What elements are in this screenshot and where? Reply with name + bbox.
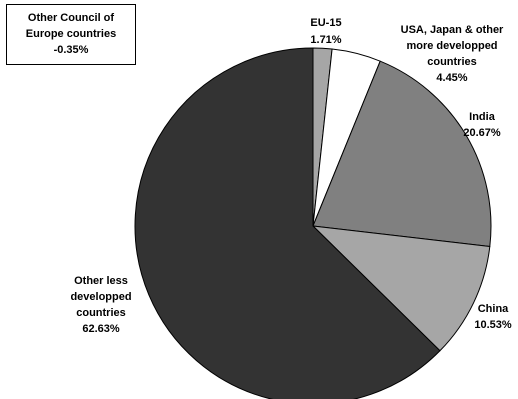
- data-label-eu15: EU-15 1.71%: [310, 17, 341, 46]
- data-label-other-less-name-3: countries: [76, 307, 126, 319]
- data-label-usa-name-1: USA, Japan & other: [401, 24, 504, 36]
- data-label-china-value: 10.53%: [474, 319, 512, 331]
- data-label-other-less: Other less developped countries 62.63%: [70, 275, 131, 335]
- data-label-other-less-value: 62.63%: [82, 323, 120, 335]
- callout-box: [6, 4, 136, 65]
- data-label-india-value: 20.67%: [463, 127, 501, 139]
- data-label-council-value: -0.35%: [54, 44, 89, 56]
- data-label-usa-name-2: more developped: [406, 40, 497, 52]
- pie-slices: [134, 47, 492, 399]
- data-label-usa-value: 4.45%: [436, 72, 467, 84]
- data-label-eu15-name: EU-15: [310, 17, 341, 29]
- data-label-india: India 20.67%: [463, 111, 501, 139]
- data-label-other-less-name-2: developped: [70, 291, 131, 303]
- data-label-council-name-1: Other Council of: [28, 12, 115, 24]
- data-label-india-name: India: [469, 111, 496, 123]
- pie-slice-china: [312, 225, 491, 352]
- data-label-eu15-value: 1.71%: [310, 34, 341, 46]
- data-label-china-name: China: [478, 303, 509, 315]
- data-label-other-less-name-1: Other less: [74, 275, 128, 287]
- pie-slice-other-less-developped-countries: [134, 47, 441, 399]
- pie-slice-india: [312, 60, 492, 247]
- data-label-china: China 10.53%: [474, 303, 512, 331]
- data-label-usa-japan: USA, Japan & other more developped count…: [401, 24, 504, 84]
- data-label-council-name-2: Europe countries: [26, 28, 116, 40]
- data-label-usa-name-3: countries: [427, 56, 477, 68]
- callout-other-council-europe: Other Council of Europe countries -0.35%: [6, 4, 136, 65]
